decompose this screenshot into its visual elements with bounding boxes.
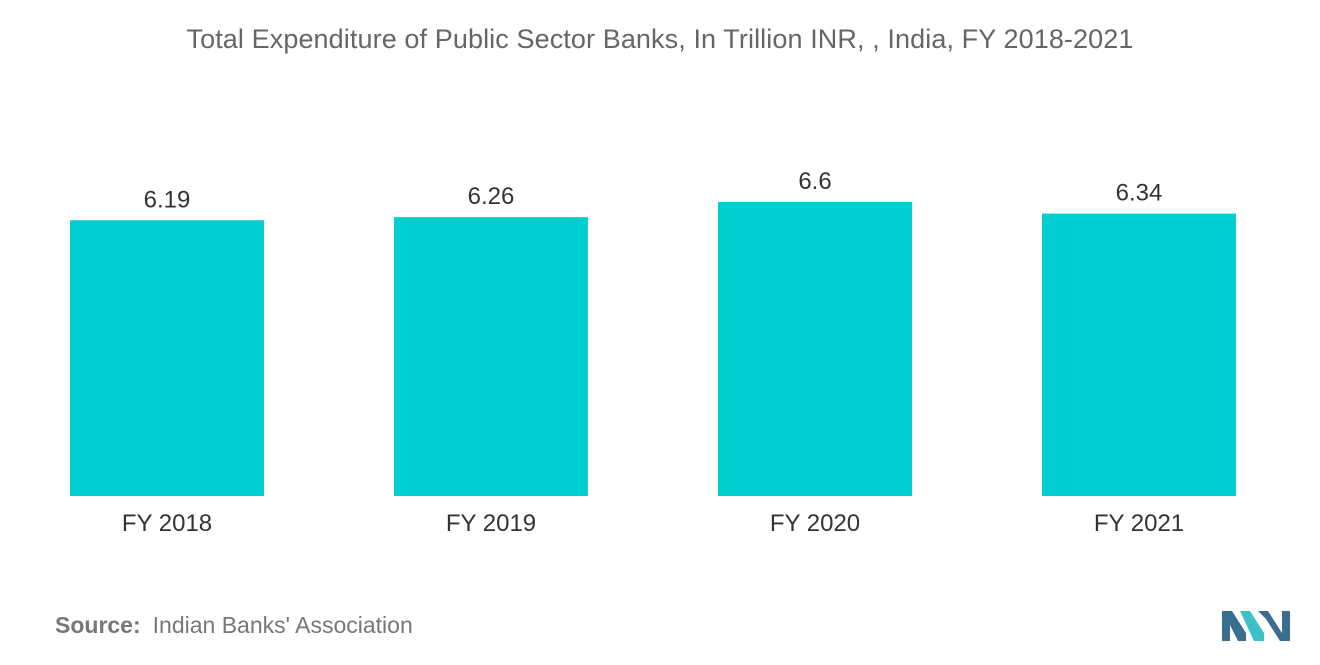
data-label-fy-2020: 6.6: [798, 168, 831, 195]
category-labels-layer: FY 2018 FY 2019 FY 2020 FY 2021: [122, 510, 1184, 537]
source-note: Source: Indian Banks' Association: [55, 612, 413, 639]
value-labels-layer: 6.19 6.26 6.6 6.34: [144, 168, 1163, 213]
source-label: Source:: [55, 612, 141, 638]
mordor-intelligence-logo-icon: [1222, 611, 1290, 641]
bar-fy-2018: [70, 220, 264, 496]
bar-fy-2021: [1042, 213, 1236, 496]
data-label-fy-2019: 6.26: [468, 183, 515, 210]
x-tick-label-fy-2020: FY 2020: [770, 510, 860, 537]
x-tick-label-fy-2018: FY 2018: [122, 510, 212, 537]
logo-shape-middle: [1240, 611, 1264, 641]
x-tick-label-fy-2019: FY 2019: [446, 510, 536, 537]
data-label-fy-2021: 6.34: [1116, 180, 1163, 207]
bars-layer: [70, 202, 1236, 497]
bar-fy-2019: [394, 217, 588, 497]
data-label-fy-2018: 6.19: [144, 186, 191, 213]
x-tick-label-fy-2021: FY 2021: [1094, 510, 1184, 537]
bar-fy-2020: [718, 202, 912, 496]
logo-shape-left: [1222, 611, 1246, 641]
chart-title: Total Expenditure of Public Sector Banks…: [186, 24, 1134, 54]
logo-shape-right: [1258, 611, 1290, 641]
source-text: Indian Banks' Association: [152, 612, 413, 638]
